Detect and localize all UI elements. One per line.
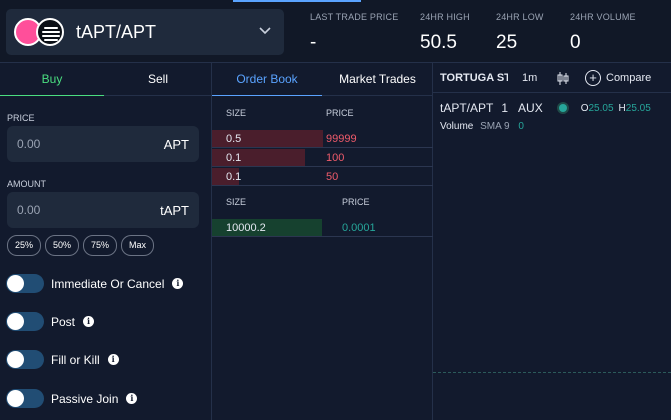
ask-price: 100: [326, 152, 345, 164]
market-header: tAPT/APT LAST TRADE PRICE - 24HR HIGH 50…: [0, 0, 671, 63]
bid-size: 10000.2: [226, 222, 266, 234]
toggle-switch[interactable]: [6, 350, 44, 369]
active-tab-indicator: [212, 95, 322, 96]
order-book-panel: Order Book Market Trades SIZE PRICE 0.5 9…: [212, 63, 433, 420]
candlestick-icon[interactable]: [556, 71, 570, 86]
depth-bar: [212, 219, 322, 236]
tab-sell[interactable]: Sell: [147, 72, 168, 86]
toggle-immediate-or-cancel: Immediate Or Cancel i: [6, 274, 184, 293]
pair-selector[interactable]: tAPT/APT: [6, 9, 284, 55]
amount-label: AMOUNT: [7, 179, 46, 189]
ask-price: 50: [326, 171, 339, 183]
pair-title: tAPT/APT: [76, 22, 157, 42]
legend-open-label: O: [580, 102, 589, 114]
stat-value: 0: [570, 32, 581, 53]
price-line: [433, 372, 671, 373]
depth-bar: [212, 149, 305, 166]
tab-order-book[interactable]: Order Book: [236, 72, 298, 86]
toggle-label: Passive Join: [51, 391, 119, 406]
toggle-label: Post: [51, 314, 76, 329]
toggle-label: Immediate Or Cancel: [51, 276, 165, 291]
depth-bar: [212, 168, 239, 185]
percent-75-button[interactable]: 75%: [83, 235, 118, 256]
info-icon[interactable]: i: [126, 393, 138, 404]
pair-logo-icon: [14, 18, 68, 46]
toggle-post: Post i: [6, 312, 95, 331]
volume-legend: Volume SMA 9 0: [440, 121, 524, 132]
toggle-label: Fill or Kill: [51, 352, 100, 367]
ask-row[interactable]: 0.1 50: [212, 168, 433, 186]
amount-field[interactable]: tAPT: [7, 192, 199, 228]
percent-max-button[interactable]: Max: [121, 235, 155, 256]
stat-last-trade-price: LAST TRADE PRICE -: [310, 12, 398, 54]
stat-label: 24HR VOLUME: [570, 12, 636, 22]
stat-value: 50.5: [420, 32, 457, 53]
buy-sell-tabs: Buy Sell: [0, 63, 211, 96]
asks-price-header: PRICE: [326, 108, 354, 118]
legend-high-value: 25.05: [625, 102, 651, 114]
percent-50-button[interactable]: 50%: [45, 235, 80, 256]
legend-open-value: 25.05: [588, 102, 614, 114]
stat-24hr-high: 24HR HIGH 50.5: [420, 12, 470, 54]
asks-size-header: SIZE: [226, 108, 247, 118]
bids-price-header: PRICE: [342, 197, 370, 207]
legend-symbol: tAPT/APT: [440, 101, 494, 115]
info-icon[interactable]: i: [107, 354, 119, 365]
tab-buy[interactable]: Buy: [41, 72, 63, 86]
ask-row[interactable]: 0.5 99999: [212, 130, 433, 148]
stat-label: LAST TRADE PRICE: [310, 12, 399, 22]
active-tab-indicator: [0, 95, 104, 96]
stat-value: -: [310, 32, 317, 53]
ask-row[interactable]: 0.1 100: [212, 149, 433, 167]
ask-size: 0.1: [226, 171, 242, 183]
percent-buttons: 25% 50% 75% Max: [7, 235, 155, 256]
volume-value: 0: [518, 121, 524, 132]
stat-label: 24HR LOW: [496, 12, 544, 22]
chart-interval-button[interactable]: 1m: [522, 72, 538, 84]
percent-25-button[interactable]: 25%: [7, 235, 42, 256]
toggle-switch[interactable]: [6, 312, 44, 331]
chart-symbol[interactable]: TORTUGA STAKED APTOS: [440, 72, 508, 84]
compare-label: Compare: [606, 72, 652, 84]
legend-exchange: AUX: [518, 101, 543, 115]
plus-circle-icon: +: [585, 70, 601, 86]
chevron-down-icon[interactable]: [258, 23, 272, 37]
ask-size: 0.1: [226, 152, 242, 164]
ask-price: 99999: [326, 133, 357, 145]
chart-toolbar: TORTUGA STAKED APTOS 1m + Compare: [433, 63, 671, 93]
legend-interval: 1: [501, 101, 509, 115]
stat-value: 25: [496, 32, 518, 53]
price-field[interactable]: APT: [7, 126, 199, 162]
chart-legend: tAPT/APT 1 AUX O 25.05 H 25.05: [440, 101, 651, 115]
toggle-switch[interactable]: [6, 389, 44, 408]
price-label: PRICE: [7, 113, 35, 123]
toggle-passive-join: Passive Join i: [6, 389, 138, 408]
bid-row[interactable]: 10000.2 0.0001: [212, 219, 433, 237]
volume-label: Volume: [440, 121, 474, 132]
toggle-fill-or-kill: Fill or Kill i: [6, 350, 119, 369]
order-book-tabs: Order Book Market Trades: [212, 63, 432, 96]
chart-panel: TORTUGA STAKED APTOS 1m + Compare tAPT/A…: [433, 63, 671, 420]
top-accent-line: [233, 0, 361, 2]
compare-button[interactable]: + Compare: [585, 70, 651, 86]
stat-label: 24HR HIGH: [420, 12, 470, 22]
amount-unit: tAPT: [160, 202, 189, 218]
legend-high-label: H: [618, 102, 626, 114]
bids-size-header: SIZE: [226, 197, 247, 207]
volume-study: SMA 9: [480, 121, 510, 132]
price-unit: APT: [163, 136, 189, 152]
amount-input[interactable]: [17, 203, 117, 217]
tab-market-trades[interactable]: Market Trades: [339, 72, 416, 86]
stat-24hr-low: 24HR LOW 25: [496, 12, 544, 54]
order-form-panel: Buy Sell PRICE APT AMOUNT tAPT 25% 50% 7…: [0, 63, 212, 420]
info-icon[interactable]: i: [83, 316, 95, 327]
depth-bar: [212, 130, 323, 147]
info-icon[interactable]: i: [172, 278, 184, 289]
market-status-dot: [558, 104, 567, 112]
toggle-switch[interactable]: [6, 274, 44, 293]
stat-24hr-volume: 24HR VOLUME 0: [570, 12, 636, 54]
bid-price: 0.0001: [342, 222, 376, 234]
price-input[interactable]: [17, 137, 117, 151]
ask-size: 0.5: [226, 133, 242, 145]
